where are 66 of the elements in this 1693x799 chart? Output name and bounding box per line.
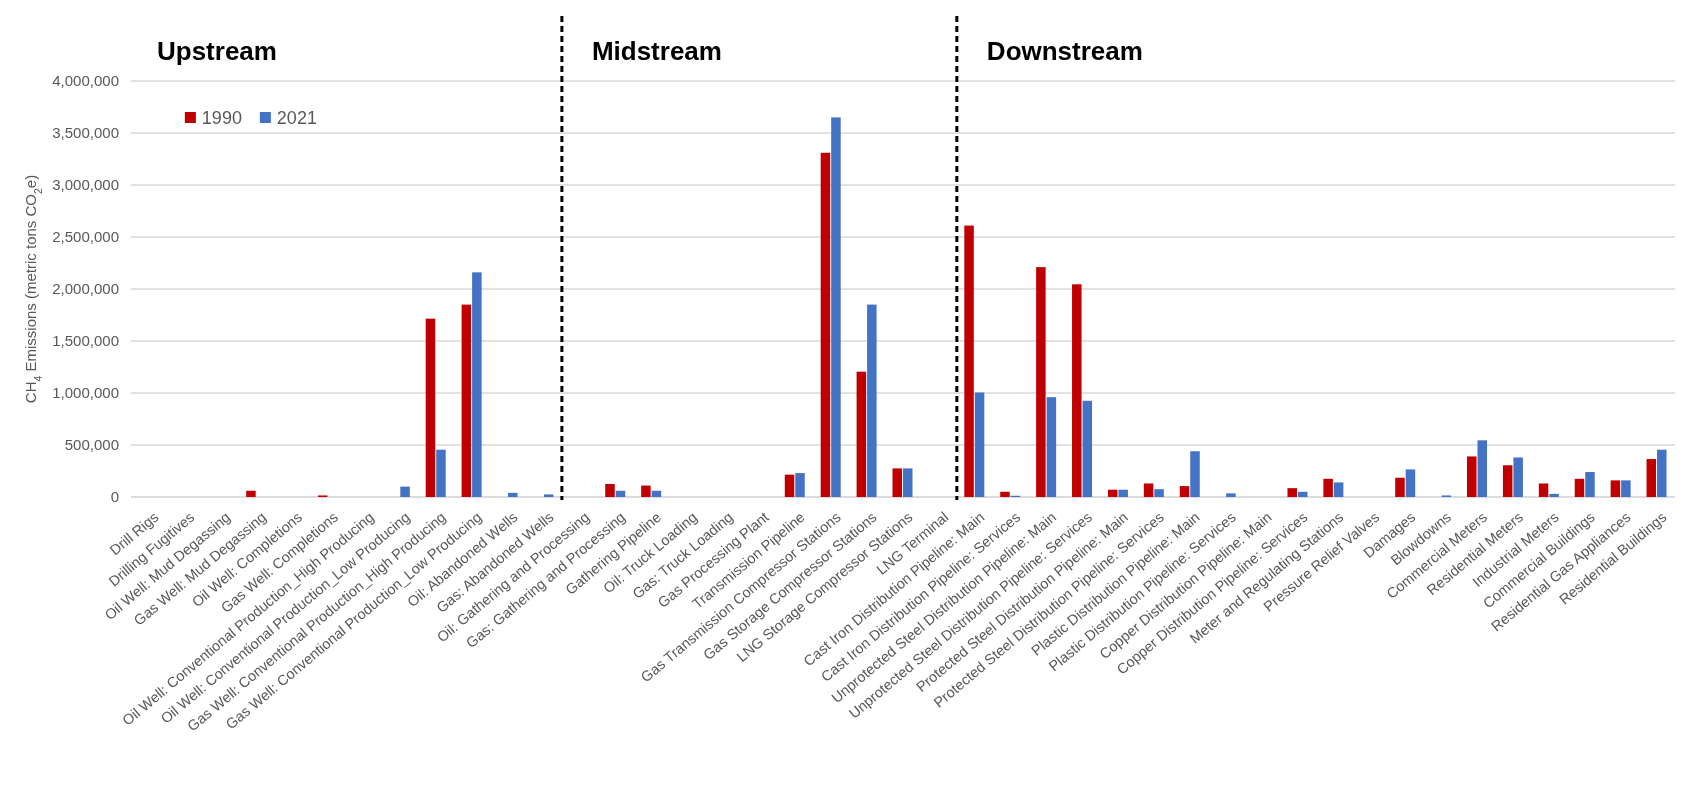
bar [1072,284,1082,497]
bar [461,304,472,497]
bar [1538,483,1549,497]
bar [903,468,913,497]
bar [795,473,805,497]
bar [1036,267,1046,497]
y-tick-label: 2,500,000 [52,228,119,246]
bar [1179,486,1190,497]
bar [1143,483,1154,497]
legend-label: 1990 [201,108,242,129]
y-tick-label: 1,500,000 [52,332,119,350]
bar [1502,465,1513,497]
bar [508,492,518,497]
bar [1610,480,1621,497]
y-tick-label: 1,000,000 [52,384,119,402]
text: Upstream [157,36,277,66]
text: Midstream [591,36,722,66]
bar [651,490,662,497]
y-tick-label: 0 [110,488,119,506]
bar [974,392,985,497]
text: Downstream [986,36,1143,66]
bar [1000,491,1010,497]
bar [1574,478,1585,497]
bar [964,225,974,497]
bar [436,449,446,497]
bar [1287,488,1297,497]
bar [1585,472,1595,497]
bar [1621,480,1631,497]
bar [1082,400,1093,497]
bar [820,152,831,497]
bar [605,484,615,497]
bar [1405,469,1416,497]
bar [1323,478,1333,497]
bar [892,468,902,497]
bar [1646,459,1657,497]
bar [1657,449,1667,497]
y-tick-label: 3,000,000 [52,176,119,194]
bar [856,371,867,497]
bar [1107,489,1118,497]
bar [472,272,482,497]
bar [784,474,795,497]
bar [1513,457,1523,497]
bar [641,485,651,497]
y-tick-label: 500,000 [64,436,119,454]
bar [1226,493,1236,497]
bar [831,117,841,497]
bar [1395,477,1405,497]
legend-label: 2021 [276,108,317,129]
bar [1549,493,1559,497]
bar [1118,489,1128,497]
y-tick-label: 4,000,000 [52,72,119,90]
bar [543,494,554,497]
bar [1467,456,1477,497]
bar [1154,489,1164,497]
y-tick-label: 3,500,000 [52,124,119,142]
bar [246,490,256,497]
y-tick-label: 2,000,000 [52,280,119,298]
bar [1333,482,1344,497]
bar [1046,397,1057,497]
bar [1477,440,1488,497]
bar [1190,451,1200,497]
bar [400,486,410,497]
bar [425,318,436,497]
bar [1297,491,1308,497]
bar [867,304,877,497]
bar [615,490,626,497]
